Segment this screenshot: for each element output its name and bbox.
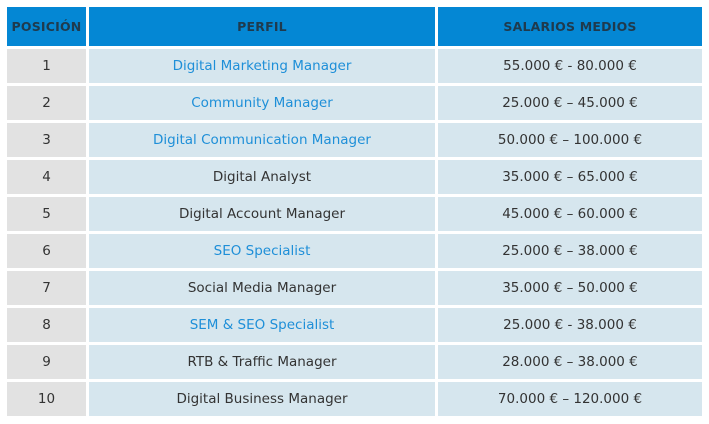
salary-table-container: POSICIÓN PERFIL SALARIOS MEDIOS 1 Digita… (4, 4, 705, 420)
position-cell: 5 (7, 197, 86, 231)
table-row: 7 Social Media Manager 35.000 € – 50.000… (7, 271, 702, 305)
salary-cell: 28.000 € – 38.000 € (438, 345, 702, 379)
salary-cell: 25.000 € - 38.000 € (438, 308, 702, 342)
table-row: 9 RTB & Traffic Manager 28.000 € – 38.00… (7, 345, 702, 379)
salary-cell: 25.000 € – 45.000 € (438, 86, 702, 120)
salary-cell: 25.000 € – 38.000 € (438, 234, 702, 268)
profile-text: Digital Analyst (212, 169, 312, 185)
profile-cell: Community Manager (89, 86, 435, 120)
position-cell: 3 (7, 123, 86, 157)
salary-cell: 50.000 € – 100.000 € (438, 123, 702, 157)
profile-text: Digital Business Manager (176, 391, 348, 407)
profile-cell: Digital Analyst (89, 160, 435, 194)
table-row: 2 Community Manager 25.000 € – 45.000 € (7, 86, 702, 120)
table-row: 1 Digital Marketing Manager 55.000 € - 8… (7, 49, 702, 83)
salary-cell: 35.000 € – 65.000 € (438, 160, 702, 194)
profile-text: Social Media Manager (187, 280, 337, 296)
table-row: 10 Digital Business Manager 70.000 € – 1… (7, 382, 702, 416)
salary-cell: 70.000 € – 120.000 € (438, 382, 702, 416)
profile-cell: RTB & Traffic Manager (89, 345, 435, 379)
salary-cell: 35.000 € – 50.000 € (438, 271, 702, 305)
profile-text: RTB & Traffic Manager (187, 354, 337, 370)
profile-link[interactable]: Digital Communication Manager (153, 132, 371, 148)
salary-cell: 55.000 € - 80.000 € (438, 49, 702, 83)
profile-cell: Digital Marketing Manager (89, 49, 435, 83)
profile-cell: SEM & SEO Specialist (89, 308, 435, 342)
table-row: 4 Digital Analyst 35.000 € – 65.000 € (7, 160, 702, 194)
position-cell: 1 (7, 49, 86, 83)
table-row: 8 SEM & SEO Specialist 25.000 € - 38.000… (7, 308, 702, 342)
table-row: 6 SEO Specialist 25.000 € – 38.000 € (7, 234, 702, 268)
profile-link[interactable]: SEM & SEO Specialist (189, 317, 335, 333)
profile-link[interactable]: Digital Marketing Manager (172, 58, 352, 74)
position-cell: 8 (7, 308, 86, 342)
profile-cell: Digital Account Manager (89, 197, 435, 231)
position-cell: 6 (7, 234, 86, 268)
position-cell: 9 (7, 345, 86, 379)
header-salary: SALARIOS MEDIOS (438, 7, 702, 46)
profile-text: Digital Account Manager (178, 206, 346, 222)
position-cell: 2 (7, 86, 86, 120)
table-row: 5 Digital Account Manager 45.000 € – 60.… (7, 197, 702, 231)
header-position: POSICIÓN (7, 7, 86, 46)
profile-cell: SEO Specialist (89, 234, 435, 268)
header-profile: PERFIL (89, 7, 435, 46)
profile-cell: Digital Business Manager (89, 382, 435, 416)
profile-cell: Social Media Manager (89, 271, 435, 305)
salary-table: POSICIÓN PERFIL SALARIOS MEDIOS 1 Digita… (4, 4, 705, 419)
header-row: POSICIÓN PERFIL SALARIOS MEDIOS (7, 7, 702, 46)
profile-cell: Digital Communication Manager (89, 123, 435, 157)
position-cell: 7 (7, 271, 86, 305)
profile-link[interactable]: Community Manager (191, 95, 333, 111)
salary-cell: 45.000 € – 60.000 € (438, 197, 702, 231)
position-cell: 10 (7, 382, 86, 416)
profile-link[interactable]: SEO Specialist (213, 243, 311, 259)
table-row: 3 Digital Communication Manager 50.000 €… (7, 123, 702, 157)
position-cell: 4 (7, 160, 86, 194)
